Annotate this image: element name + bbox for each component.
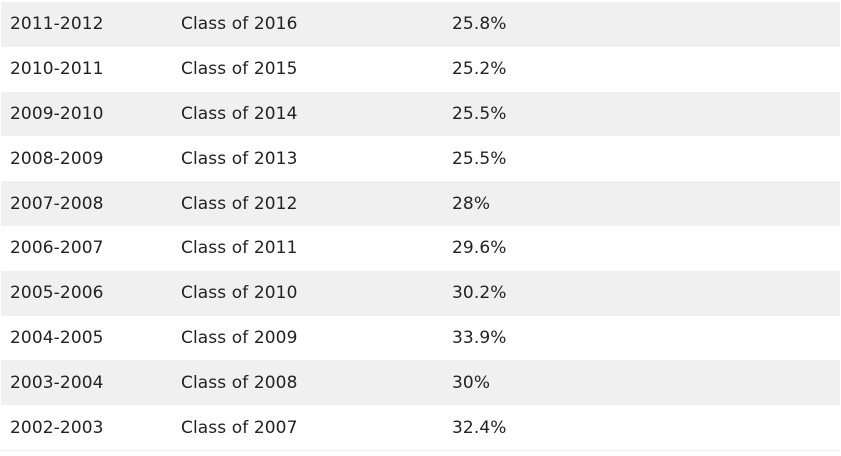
graduating-class-cell: Class of 2009 (181, 327, 298, 348)
school-year-cell: 2005-2006 (10, 283, 104, 304)
graduating-class-cell: Class of 2011 (181, 238, 298, 259)
graduating-class-cell: Class of 2012 (181, 193, 298, 214)
graduating-class-cell: Class of 2008 (181, 372, 298, 393)
percentage-cell: 25.5% (452, 103, 507, 124)
table-row: 2009-2010 Class of 2014 25.5% (1, 91, 840, 137)
percentage-cell: 28% (452, 193, 491, 214)
school-year-cell: 2003-2004 (10, 372, 104, 393)
table-row: 2010-2011 Class of 2015 25.2% (1, 47, 840, 92)
table-row: 2011-2012 Class of 2016 25.8% (1, 2, 840, 47)
table-row: 2008-2009 Class of 2013 25.5% (1, 136, 840, 181)
graduating-class-cell: Class of 2013 (181, 148, 298, 169)
table-row: 2002-2003 Class of 2007 32.4% (1, 405, 840, 450)
school-year-cell: 2009-2010 (10, 103, 104, 124)
percentage-cell: 25.8% (452, 14, 507, 35)
graduating-class-cell: Class of 2007 (181, 417, 298, 438)
school-year-cell: 2010-2011 (10, 59, 104, 80)
percentage-cell: 25.2% (452, 59, 507, 80)
table-row: 2004-2005 Class of 2009 33.9% (1, 316, 840, 361)
percentage-cell: 33.9% (452, 327, 507, 348)
school-year-cell: 2004-2005 (10, 327, 104, 348)
graduating-class-cell: Class of 2014 (181, 103, 298, 124)
percentage-cell: 30% (452, 372, 491, 393)
percentage-cell: 32.4% (452, 417, 507, 438)
school-year-cell: 2006-2007 (10, 238, 104, 259)
table-row: 2006-2007 Class of 2011 29.6% (1, 226, 840, 271)
school-year-cell: 2011-2012 (10, 14, 104, 35)
percentage-cell: 29.6% (452, 238, 507, 259)
percentage-cell: 30.2% (452, 283, 507, 304)
school-year-cell: 2008-2009 (10, 148, 104, 169)
table-row: 2003-2004 Class of 2008 30% (1, 360, 840, 406)
school-year-cell: 2007-2008 (10, 193, 104, 214)
school-year-cell: 2002-2003 (10, 417, 104, 438)
graduating-class-cell: Class of 2016 (181, 14, 298, 35)
percentage-cell: 25.5% (452, 148, 507, 169)
table-row: 2005-2006 Class of 2010 30.2% (1, 270, 840, 316)
table-row: 2007-2008 Class of 2012 28% (1, 181, 840, 226)
graduating-class-cell: Class of 2010 (181, 283, 298, 304)
graduating-class-cell: Class of 2015 (181, 59, 298, 80)
